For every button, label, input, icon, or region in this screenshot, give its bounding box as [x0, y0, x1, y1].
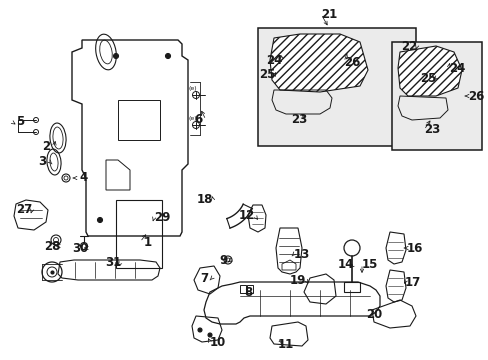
Text: 27: 27 — [16, 203, 32, 216]
Text: 10: 10 — [209, 336, 225, 348]
Ellipse shape — [113, 54, 118, 58]
Text: 25: 25 — [419, 72, 435, 85]
Text: (e): (e) — [188, 116, 197, 121]
Ellipse shape — [207, 333, 212, 337]
Text: 24: 24 — [448, 62, 464, 75]
Text: 4: 4 — [80, 171, 88, 184]
Text: 31: 31 — [104, 256, 121, 269]
Text: 25: 25 — [258, 68, 275, 81]
Bar — [116, 200, 162, 268]
Text: 6: 6 — [193, 113, 202, 126]
Text: 14: 14 — [337, 257, 353, 270]
Text: 24: 24 — [265, 54, 282, 67]
Text: 1: 1 — [143, 235, 152, 248]
Ellipse shape — [165, 54, 170, 58]
Text: 30: 30 — [72, 242, 88, 255]
Bar — [258, 28, 415, 146]
Polygon shape — [269, 34, 367, 92]
Polygon shape — [397, 46, 461, 96]
Text: 17: 17 — [404, 275, 420, 288]
Text: 2: 2 — [42, 140, 50, 153]
Text: 23: 23 — [423, 123, 439, 136]
Text: 16: 16 — [406, 242, 422, 255]
Bar — [391, 42, 481, 150]
Text: 20: 20 — [365, 307, 381, 320]
Text: 23: 23 — [290, 113, 306, 126]
Text: 21: 21 — [320, 8, 336, 21]
Text: 22: 22 — [400, 40, 416, 53]
Text: (e): (e) — [188, 86, 197, 91]
Text: 29: 29 — [154, 211, 170, 225]
Text: 5: 5 — [16, 116, 24, 129]
Text: 3: 3 — [38, 156, 46, 168]
Text: 8: 8 — [244, 285, 252, 298]
Bar — [246, 285, 252, 293]
Text: 11: 11 — [277, 338, 293, 351]
Text: 26: 26 — [343, 55, 360, 68]
Ellipse shape — [97, 217, 102, 222]
Text: 12: 12 — [238, 210, 255, 222]
Ellipse shape — [198, 328, 202, 332]
Text: 18: 18 — [196, 193, 213, 207]
Text: 26: 26 — [467, 90, 483, 103]
Text: 28: 28 — [44, 239, 60, 252]
Bar — [240, 285, 245, 293]
Text: 13: 13 — [293, 248, 309, 261]
Text: 9: 9 — [219, 253, 226, 266]
Text: 7: 7 — [200, 271, 207, 284]
Text: 19: 19 — [289, 274, 305, 287]
Text: 15: 15 — [361, 257, 377, 270]
